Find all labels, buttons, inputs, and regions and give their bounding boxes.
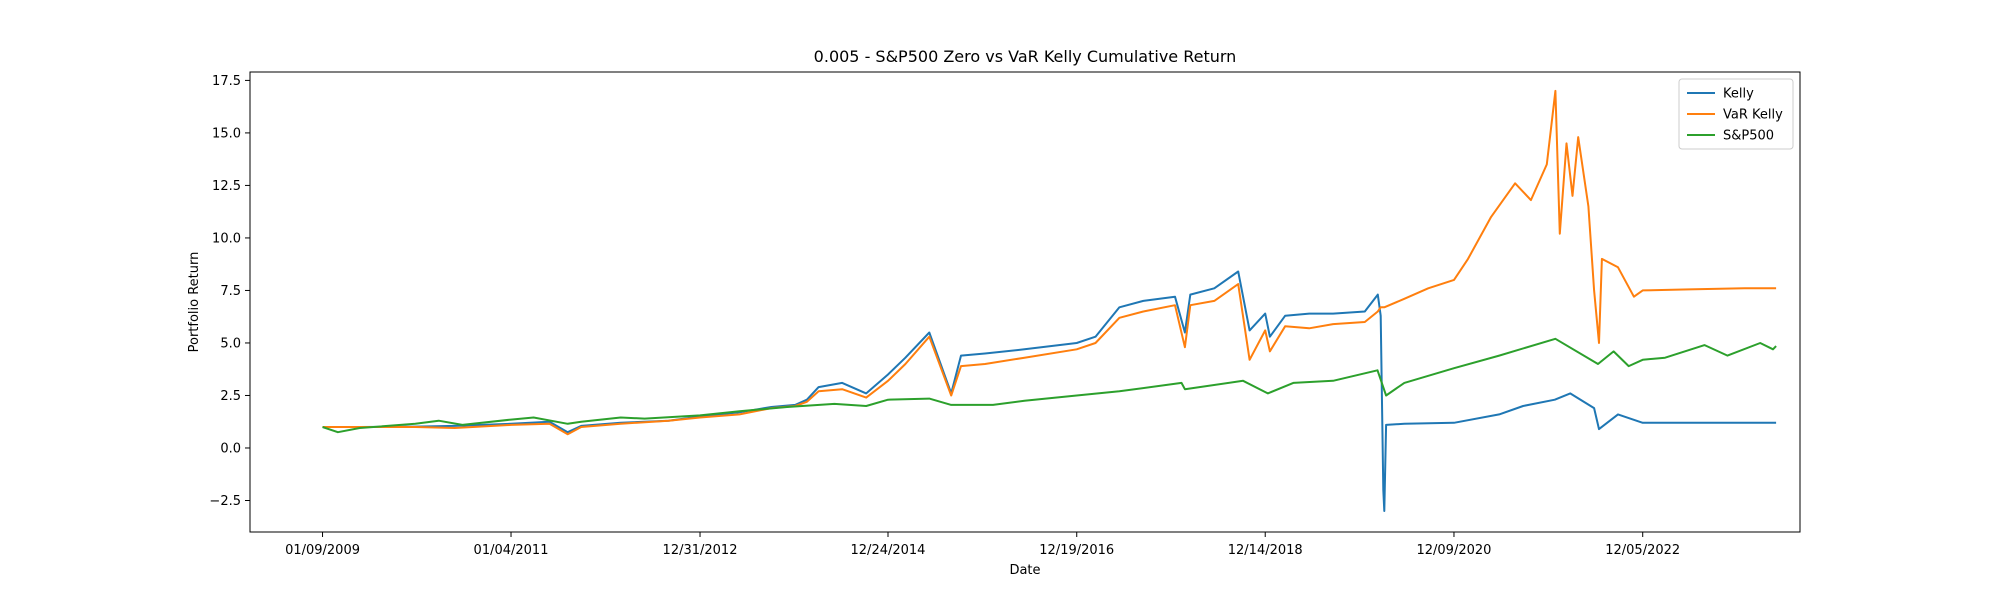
series-line-s-p500	[322, 337, 1777, 434]
x-tick-label: 12/09/2020	[1416, 543, 1491, 558]
x-tick-label: 01/09/2009	[285, 543, 360, 558]
x-tick-label: 12/14/2018	[1228, 543, 1303, 558]
x-tick-label: 12/19/2016	[1039, 543, 1114, 558]
x-tick-label: 12/31/2012	[663, 543, 738, 558]
chart-title: 0.005 - S&P500 Zero vs VaR Kelly Cumulat…	[814, 47, 1237, 66]
series-line-var-kelly	[322, 89, 1777, 436]
y-tick-label: 10.0	[212, 231, 241, 246]
x-tick-label: 12/05/2022	[1605, 543, 1680, 558]
legend-label: Kelly	[1723, 87, 1754, 102]
y-tick-label: 17.5	[212, 74, 241, 89]
legend-label: VaR Kelly	[1723, 108, 1783, 123]
y-tick-label: 2.5	[220, 389, 241, 404]
y-tick-label: 0.0	[220, 441, 241, 456]
plot-area-frame	[249, 71, 1801, 533]
y-tick-label: −2.5	[209, 494, 241, 509]
x-axis: 01/09/2009 01/04/2011 12/31/2012 12/24/2014…	[285, 532, 1680, 558]
y-axis-label: Portfolio Return	[187, 252, 202, 353]
y-tick-label: 15.0	[212, 126, 241, 141]
legend: Kelly VaR Kelly S&P500	[1678, 78, 1794, 150]
series-group	[322, 89, 1777, 512]
y-tick-label: 12.5	[212, 179, 241, 194]
x-tick-label: 12/24/2014	[851, 543, 926, 558]
x-axis-label: Date	[1009, 563, 1040, 578]
x-tick-label: 01/04/2011	[474, 543, 549, 558]
legend-box	[1678, 78, 1794, 150]
y-tick-label: 7.5	[220, 284, 241, 299]
y-axis: −2.5 0.0 2.5 5.0 7.5 10.0 12.5 15.0 17.5	[209, 74, 250, 509]
y-tick-label: 5.0	[220, 336, 241, 351]
legend-label: S&P500	[1723, 129, 1774, 144]
